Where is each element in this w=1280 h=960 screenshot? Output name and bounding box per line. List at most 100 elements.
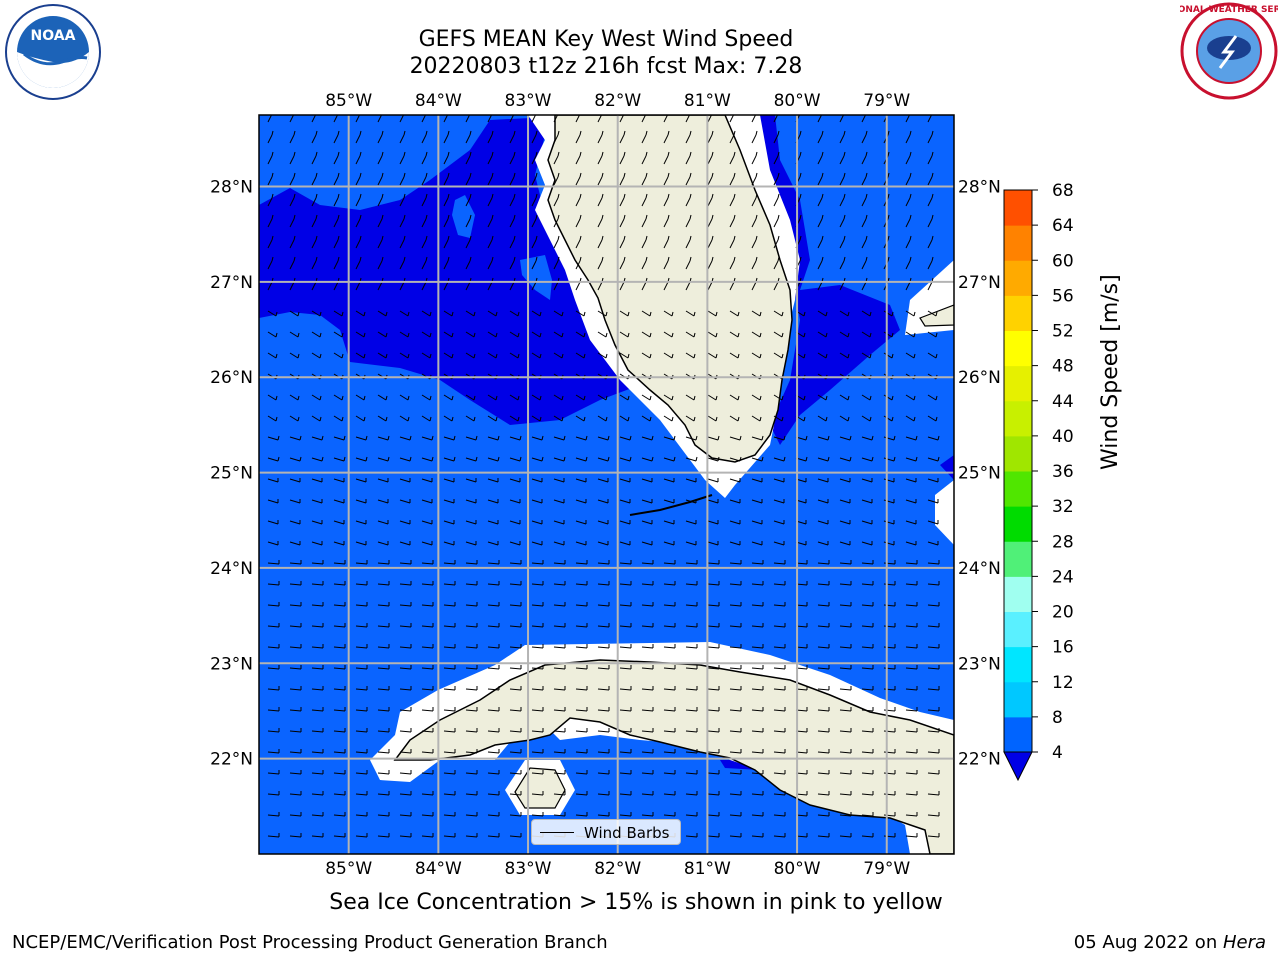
wind-barb bbox=[663, 623, 676, 628]
wind-barb bbox=[355, 456, 368, 462]
wind-barb bbox=[443, 791, 456, 796]
wind-barb bbox=[773, 770, 786, 775]
wind-barb bbox=[861, 560, 874, 565]
wind-barb bbox=[487, 151, 494, 165]
wind-barb bbox=[333, 812, 346, 817]
wind-barb bbox=[817, 812, 830, 817]
wind-barb bbox=[861, 644, 874, 649]
wind-barb bbox=[729, 310, 740, 317]
lat-label-right: 26°N bbox=[958, 368, 1001, 388]
wind-barb bbox=[333, 256, 340, 270]
wind-barb bbox=[729, 833, 742, 838]
wind-barb bbox=[465, 707, 478, 712]
wind-barb bbox=[707, 151, 714, 165]
wind-barb bbox=[509, 172, 516, 186]
wind-barb bbox=[267, 707, 280, 712]
wind-barb bbox=[773, 456, 786, 462]
wind-barb bbox=[773, 415, 784, 422]
wind-barb bbox=[487, 214, 494, 228]
wind-barb bbox=[267, 352, 278, 359]
wind-barb bbox=[509, 214, 516, 228]
wind-barb bbox=[509, 456, 522, 462]
wind-barb bbox=[465, 791, 478, 796]
wind-barb bbox=[729, 770, 742, 775]
wind-barb bbox=[311, 214, 318, 228]
wind-barb bbox=[839, 352, 850, 359]
low-wind-zone-east bbox=[940, 455, 954, 480]
wind-barb bbox=[773, 665, 786, 670]
wind-barb bbox=[377, 770, 390, 775]
wind-barb bbox=[751, 172, 758, 186]
colorbar-segment bbox=[1004, 330, 1032, 367]
wind-barb bbox=[553, 686, 566, 691]
wind-barb bbox=[311, 770, 324, 775]
wind-barb bbox=[685, 415, 696, 422]
wind-barb bbox=[927, 665, 940, 670]
colorbar-segment bbox=[1004, 611, 1032, 648]
colorbar-extend-arrow bbox=[1003, 751, 1033, 782]
wind-barb bbox=[465, 749, 478, 754]
wind-barb bbox=[685, 623, 698, 628]
wind-barb bbox=[311, 560, 324, 565]
wind-barb bbox=[773, 478, 785, 483]
wind-barb bbox=[355, 415, 366, 422]
wind-barb bbox=[509, 541, 521, 546]
wind-barb bbox=[905, 456, 918, 462]
wind-barb bbox=[905, 520, 917, 525]
colorbar-segment bbox=[1004, 435, 1032, 472]
wind-barb bbox=[663, 172, 670, 186]
wind-barb bbox=[839, 541, 851, 546]
wind-barb bbox=[553, 770, 566, 775]
colorbar-segment bbox=[1004, 190, 1032, 226]
wind-barb bbox=[465, 456, 478, 462]
wind-barb bbox=[333, 193, 340, 207]
wind-barb bbox=[333, 833, 346, 838]
wind-barb bbox=[355, 235, 362, 249]
wind-barb bbox=[905, 560, 918, 565]
wind-barb bbox=[553, 435, 566, 441]
wind-barb bbox=[729, 331, 740, 338]
wind-barb bbox=[289, 352, 300, 359]
wind-barb bbox=[619, 415, 630, 422]
wind-barb bbox=[487, 560, 500, 565]
wind-barb bbox=[685, 193, 692, 207]
wind-barb bbox=[751, 415, 762, 422]
wind-barb bbox=[861, 833, 874, 838]
wind-barb bbox=[927, 728, 940, 733]
wind-barb bbox=[421, 791, 434, 796]
wind-barb bbox=[333, 520, 345, 525]
wind-barb bbox=[641, 331, 652, 338]
wind-barb bbox=[311, 256, 318, 270]
wind-barb bbox=[465, 151, 472, 165]
wind-barb bbox=[773, 193, 780, 207]
wind-barb bbox=[861, 581, 874, 586]
wind-barb bbox=[751, 520, 763, 525]
wind-barb bbox=[399, 193, 406, 207]
wind-barb bbox=[817, 352, 828, 359]
wind-barb bbox=[465, 352, 476, 359]
lat-label-right: 23°N bbox=[958, 654, 1001, 674]
wind-barb bbox=[289, 310, 300, 317]
wind-barb bbox=[311, 352, 322, 359]
wind-barb bbox=[817, 770, 830, 775]
lon-label-top: 80°W bbox=[774, 91, 821, 111]
wind-barb bbox=[355, 686, 368, 691]
wind-barb bbox=[927, 456, 940, 462]
wind-barb bbox=[685, 310, 696, 317]
wind-barb bbox=[707, 193, 714, 207]
wind-barb bbox=[509, 560, 522, 565]
wind-barb bbox=[839, 770, 852, 775]
wind-barb bbox=[487, 456, 500, 462]
wind-barb bbox=[443, 352, 454, 359]
wind-barb bbox=[311, 581, 324, 586]
wind-barb bbox=[443, 151, 450, 165]
wind-barb bbox=[641, 665, 654, 670]
wind-barb bbox=[619, 749, 632, 754]
wind-barb bbox=[553, 193, 560, 207]
wind-barb bbox=[509, 130, 516, 144]
wind-barb bbox=[509, 235, 516, 249]
wind-barb bbox=[575, 394, 586, 401]
wind-barb bbox=[751, 812, 764, 817]
wind-barb bbox=[663, 541, 675, 546]
wind-barb bbox=[465, 499, 477, 504]
